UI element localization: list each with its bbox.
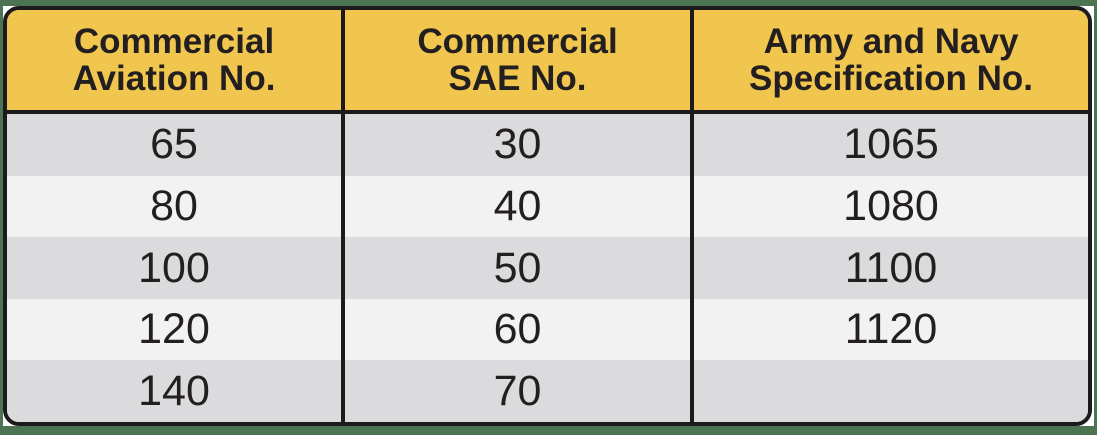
cell-commercial-sae: 50 bbox=[343, 237, 694, 299]
data-row: 100 50 1100 bbox=[7, 237, 1088, 299]
cell-army-navy-spec: 1100 bbox=[844, 243, 938, 292]
data-row: 65 30 1065 bbox=[7, 112, 1088, 176]
header-commercial-sae-no: Commercial SAE No. bbox=[343, 10, 694, 114]
header-line-1: Commercial bbox=[417, 22, 618, 61]
page-edge-band-left bbox=[0, 6, 3, 426]
cell-commercial-sae: 30 bbox=[343, 112, 694, 176]
cell-army-navy-spec: 1080 bbox=[843, 181, 939, 230]
page-edge-band-top bbox=[0, 0, 1097, 6]
cell-commercial-aviation: 100 bbox=[7, 237, 345, 299]
page-edge-band-right bbox=[1094, 6, 1097, 426]
cell-commercial-aviation: 65 bbox=[7, 112, 345, 176]
cell-army-navy-spec: 1120 bbox=[844, 305, 938, 354]
header-commercial-aviation-no: Commercial Aviation No. bbox=[7, 10, 345, 114]
header-line-1: Commercial bbox=[73, 22, 275, 61]
header-line-2: Specification No. bbox=[749, 59, 1033, 98]
header-row: Commercial Aviation No. Commercial SAE N… bbox=[7, 10, 1088, 114]
data-row: 80 40 1080 bbox=[7, 175, 1088, 238]
cell-commercial-aviation: 120 bbox=[7, 298, 345, 361]
header-line-2: Aviation No. bbox=[72, 59, 276, 98]
header-line-1: Army and Navy bbox=[763, 22, 1019, 61]
cell-commercial-sae: 70 bbox=[343, 360, 694, 422]
cell-commercial-sae: 60 bbox=[343, 298, 694, 361]
oil-grade-designation-table: Commercial Aviation No. Commercial SAE N… bbox=[3, 6, 1092, 426]
cell-army-navy-spec: 1065 bbox=[843, 120, 939, 169]
header-army-navy-spec-no: Army and Navy Specification No. bbox=[692, 10, 1088, 114]
cell-commercial-aviation: 80 bbox=[7, 175, 345, 238]
cell-commercial-sae: 40 bbox=[343, 175, 694, 238]
cell-commercial-aviation: 140 bbox=[7, 360, 345, 422]
page-edge-band-bottom bbox=[0, 426, 1097, 435]
header-line-2: SAE No. bbox=[448, 59, 587, 98]
grade-table: Commercial Aviation No. Commercial SAE N… bbox=[7, 10, 1088, 422]
cell-army-navy-spec bbox=[692, 360, 1088, 422]
data-row: 140 70 bbox=[7, 360, 1088, 422]
data-row: 120 60 1120 bbox=[7, 298, 1088, 361]
